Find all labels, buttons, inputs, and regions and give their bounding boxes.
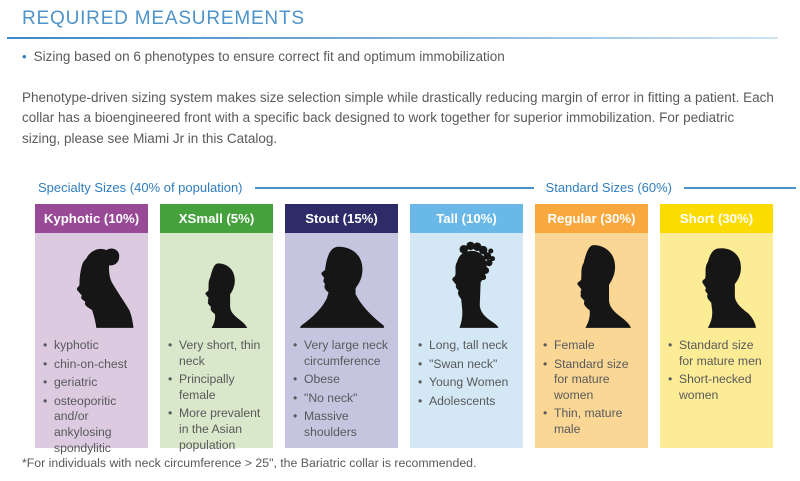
phenotype-bullet: geriatric xyxy=(42,375,141,391)
stout-bullet-list: Very large neck circumference Obese "No … xyxy=(292,338,391,441)
xsmall-silhouette-icon xyxy=(167,237,266,333)
tall-silhouette-icon xyxy=(417,237,516,333)
stout-header: Stout (15%) xyxy=(285,204,398,233)
phenotype-bullet: Very large neck circumference xyxy=(292,338,391,369)
tall-bullet-list: Long, tall neck "Swan neck" Young Women … xyxy=(417,338,516,409)
phenotype-bullet: Standard size for mature women xyxy=(542,357,641,404)
phenotype-bullet: Principally female xyxy=(167,372,266,403)
stout-silhouette-icon xyxy=(292,237,391,333)
xsmall-header: XSmall (5%) xyxy=(160,204,273,233)
phenotype-column-short: Short (30%) Standard size for mature men… xyxy=(660,204,773,448)
kyphotic-bullet-list: kyphotic chin-on-chest geriatric osteopo… xyxy=(42,338,141,456)
intro-paragraph: Phenotype-driven sizing system makes siz… xyxy=(22,89,774,146)
short-bullet-list: Standard size for mature men Short-necke… xyxy=(667,338,766,403)
size-group-labels: Specialty Sizes (40% of population) Stan… xyxy=(38,180,796,195)
xsmall-bullet-list: Very short, thin neck Principally female… xyxy=(167,338,266,453)
phenotype-bullet: osteoporitic and/or ankylosing spondylit… xyxy=(42,394,141,456)
kyphotic-header: Kyphotic (10%) xyxy=(35,204,148,233)
bariatric-footnote: *For individuals with neck circumference… xyxy=(22,456,477,470)
phenotype-bullet: "No neck" xyxy=(292,391,391,407)
short-header: Short (30%) xyxy=(660,204,773,233)
phenotype-column-stout: Stout (15%) Very large neck circumferenc… xyxy=(285,204,398,448)
regular-silhouette-icon xyxy=(542,237,641,333)
phenotype-column-tall: Tall (10%) Long, tall neck "Swan neck" Y… xyxy=(410,204,523,448)
phenotype-bullet: Very short, thin neck xyxy=(167,338,266,369)
phenotype-bullet: Female xyxy=(542,338,641,354)
phenotype-bullet: More prevalent in the Asian population xyxy=(167,406,266,453)
title-divider-rule xyxy=(7,37,778,39)
standard-divider-line xyxy=(684,186,796,189)
specialty-sizes-label: Specialty Sizes (40% of population) xyxy=(38,180,243,195)
phenotype-bullet: Long, tall neck xyxy=(417,338,516,354)
short-silhouette-icon xyxy=(667,237,766,333)
regular-bullet-list: Female Standard size for mature women Th… xyxy=(542,338,641,438)
phenotype-bullet: Standard size for mature men xyxy=(667,338,766,369)
kyphotic-silhouette-icon xyxy=(42,237,141,333)
phenotype-bullet: Adolescents xyxy=(417,394,516,410)
phenotype-bullet: Short-necked women xyxy=(667,372,766,403)
page-title: REQUIRED MEASUREMENTS xyxy=(22,8,305,29)
standard-sizes-label: Standard Sizes (60%) xyxy=(545,180,672,195)
bullet-dot-icon: • xyxy=(22,49,27,64)
intro-bullet-line: • Sizing based on 6 phenotypes to ensure … xyxy=(22,49,505,64)
phenotype-bullet: Massive shoulders xyxy=(292,409,391,440)
phenotype-bullet: chin-on-chest xyxy=(42,357,141,373)
phenotype-bullet: "Swan neck" xyxy=(417,357,516,373)
phenotype-column-kyphotic: Kyphotic (10%) kyphotic chin-on-chest ge… xyxy=(35,204,148,455)
tall-header: Tall (10%) xyxy=(410,204,523,233)
phenotype-column-regular: Regular (30%) Female Standard size for m… xyxy=(535,204,648,448)
phenotype-bullet: Thin, mature male xyxy=(542,406,641,437)
phenotype-bullet: Obese xyxy=(292,372,391,388)
intro-bullet-text: Sizing based on 6 phenotypes to ensure c… xyxy=(33,49,505,64)
phenotype-column-xsmall: XSmall (5%) Very short, thin neck Princi… xyxy=(160,204,273,452)
specialty-divider-line xyxy=(254,186,534,189)
regular-header: Regular (30%) xyxy=(535,204,648,233)
phenotype-bullet: kyphotic xyxy=(42,338,141,354)
phenotype-columns: Kyphotic (10%) kyphotic chin-on-chest ge… xyxy=(35,204,773,455)
phenotype-bullet: Young Women xyxy=(417,375,516,391)
